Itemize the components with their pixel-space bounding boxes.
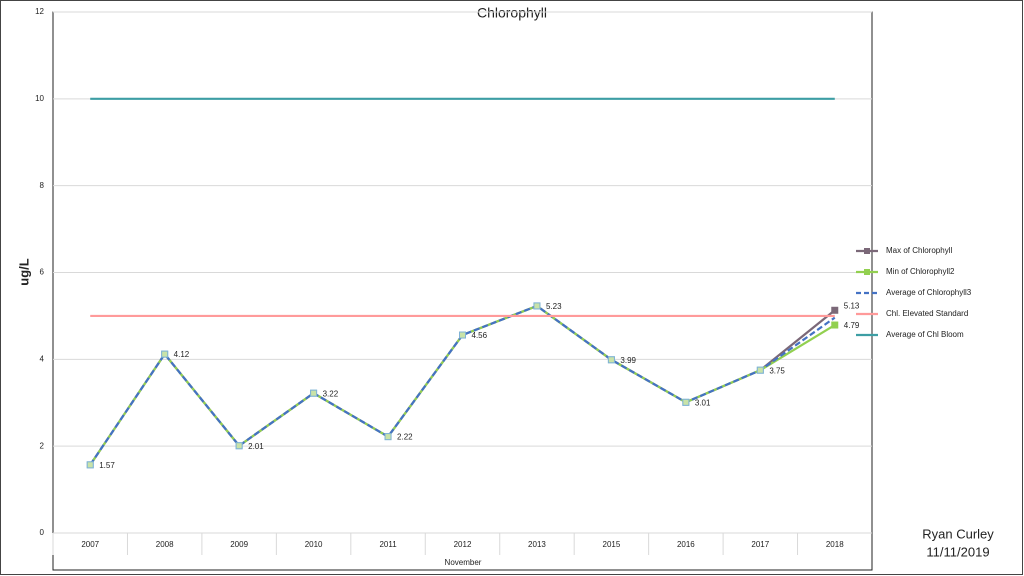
x-tick-label: 2011 <box>379 540 397 549</box>
y-tick-label: 10 <box>35 94 44 103</box>
legend-label: Average of Chl Bloom <box>886 330 964 339</box>
x-tick-label: 2010 <box>305 540 323 549</box>
x-axis-label: November <box>445 558 482 567</box>
data-label: 3.99 <box>620 356 636 365</box>
marker <box>86 461 94 469</box>
y-tick-label: 4 <box>40 354 45 363</box>
x-tick-label: 2016 <box>677 540 695 549</box>
marker <box>756 366 764 374</box>
y-tick-label: 2 <box>40 441 45 450</box>
date: 11/11/2019 <box>926 544 989 559</box>
legend-label: Average of Chlorophyll3 <box>886 288 972 297</box>
legend-label: Max of Chlorophyll <box>886 246 952 255</box>
data-label: 4.56 <box>472 331 488 340</box>
data-label: 2.22 <box>397 433 413 442</box>
x-tick-label: 2007 <box>81 540 99 549</box>
x-tick-label: 2017 <box>751 540 769 549</box>
marker <box>533 302 541 310</box>
legend-label: Min of Chlorophyll2 <box>886 267 955 276</box>
marker <box>831 306 839 314</box>
y-tick-label: 12 <box>35 7 44 16</box>
marker <box>682 398 690 406</box>
marker <box>235 442 243 450</box>
chart-title: Chlorophyll <box>477 5 547 21</box>
data-label: 5.23 <box>546 302 562 311</box>
x-tick-label: 2015 <box>603 540 621 549</box>
legend-label: Chl. Elevated Standard <box>886 309 968 318</box>
marker <box>459 331 466 339</box>
data-label: 3.75 <box>769 366 785 375</box>
x-tick-label: 2018 <box>826 540 844 549</box>
data-label: 3.22 <box>323 389 339 398</box>
y-tick-label: 8 <box>40 181 45 190</box>
y-axis-label: ug/L <box>16 258 31 285</box>
marker <box>161 350 169 358</box>
x-tick-label: 2008 <box>156 540 174 549</box>
marker <box>310 389 318 397</box>
data-label: 1.57 <box>99 461 115 470</box>
legend-marker <box>864 248 870 254</box>
marker <box>384 433 392 441</box>
data-label: 4.12 <box>174 350 190 359</box>
x-tick-label: 2009 <box>230 540 248 549</box>
x-tick-label: 2012 <box>454 540 472 549</box>
legend-marker <box>864 269 870 275</box>
data-label: 3.01 <box>695 398 711 407</box>
marker <box>831 321 839 329</box>
marker <box>607 356 615 364</box>
y-tick-label: 6 <box>40 268 45 277</box>
author: Ryan Curley <box>922 526 994 541</box>
x-tick-label: 2013 <box>528 540 546 549</box>
y-tick-label: 0 <box>40 528 45 537</box>
data-label: 2.01 <box>248 442 264 451</box>
data-label: 4.79 <box>844 321 860 330</box>
data-label: 5.13 <box>844 301 860 310</box>
